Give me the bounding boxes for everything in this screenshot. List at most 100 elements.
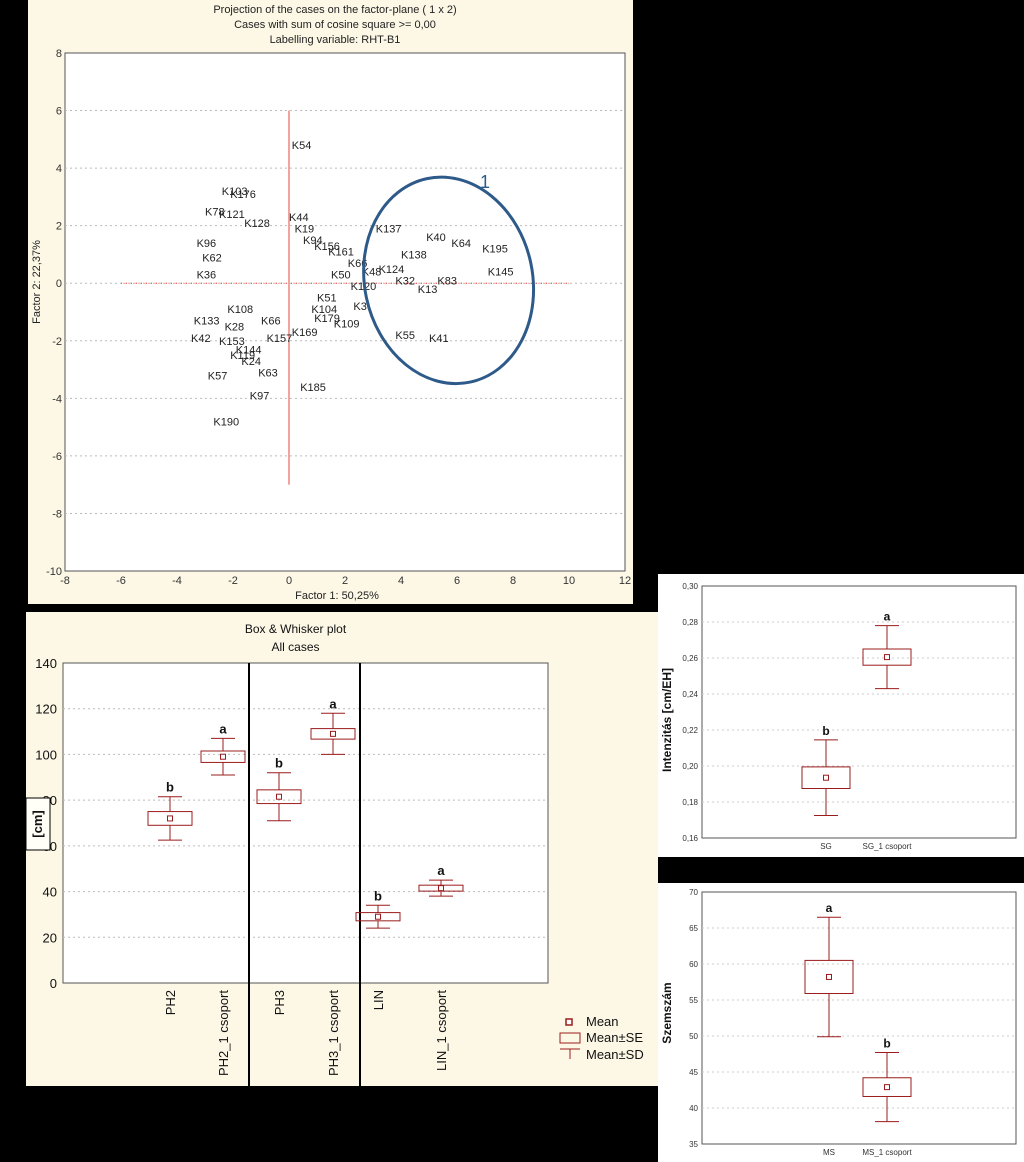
x-tick-label: 4: [398, 575, 404, 587]
x-tick-label: 6: [454, 575, 460, 587]
mean-marker: [884, 654, 890, 661]
point-label: K109: [334, 319, 360, 331]
category-label: LIN_1 csoport: [434, 990, 449, 1071]
se-box: [801, 766, 851, 789]
x-tick-label: -2: [228, 575, 238, 587]
cluster-ellipse: [362, 175, 536, 386]
y-tick-label: 120: [35, 702, 57, 717]
y-tick-label: 0,26: [682, 654, 698, 663]
mean-marker: [167, 815, 173, 822]
cluster-annotation-label: 1: [480, 172, 490, 192]
legend-se-label: Mean±SE: [586, 1030, 643, 1045]
intensity-chart: 0,16 0,18 0,20 0,22 0,24 0,26 0,28 0,30 b a SG SG_1…: [660, 582, 1017, 851]
y-tick-label: 4: [56, 163, 62, 175]
y-tick-label: -4: [52, 393, 62, 405]
point-label: K57: [208, 370, 228, 382]
x-tick-label: -8: [60, 575, 70, 587]
point-label: K156: [314, 241, 340, 253]
x-axis-label: Factor 1: 50,25%: [295, 590, 379, 602]
mean-marker: [884, 1084, 890, 1091]
point-label: K36: [197, 270, 217, 282]
point-label: K24: [241, 356, 261, 368]
point-label: K40: [426, 232, 446, 244]
point-label: K32: [395, 275, 415, 287]
se-box: [310, 728, 356, 740]
plot-area: [64, 52, 626, 572]
legend-mean-label: Mean: [586, 1014, 619, 1029]
significance-letter: b: [822, 724, 829, 738]
x-tick-label: -6: [116, 575, 126, 587]
legend-mean-symbol: [565, 1018, 573, 1026]
chart-title-line: Labelling variable: RHT-B1: [270, 34, 401, 46]
point-label: K121: [219, 209, 245, 221]
y-tick-label: 20: [43, 930, 57, 945]
category-label: MS_1 csoport: [862, 1148, 912, 1157]
se-box: [256, 789, 302, 805]
point-label: K185: [300, 382, 326, 394]
significance-letter: b: [374, 888, 382, 903]
y-axis-label: Intenzitás [cm/EH]: [660, 668, 674, 772]
point-label: K195: [482, 244, 508, 256]
mean-marker: [220, 753, 226, 760]
se-box: [804, 959, 854, 995]
mean-marker: [823, 774, 829, 781]
point-label: K97: [250, 390, 270, 402]
x-tick-label: 10: [563, 575, 575, 587]
point-label: K42: [191, 333, 211, 345]
category-label: SG_1 csoport: [863, 842, 913, 851]
y-axis-label: Szemszám: [660, 982, 674, 1043]
point-label: K51: [317, 293, 337, 305]
point-label: K138: [401, 249, 427, 261]
y-axis-label: [cm]: [30, 810, 45, 837]
significance-letter: a: [219, 721, 227, 736]
plot-area: [62, 662, 549, 984]
se-box: [200, 750, 246, 763]
significance-letter: a: [826, 901, 833, 915]
x-tick-label: 12: [619, 575, 631, 587]
plot-area: [701, 891, 1017, 1145]
y-tick-label: -6: [52, 451, 62, 463]
y-tick-label: 0: [56, 278, 62, 290]
significance-letter: b: [166, 780, 174, 795]
chart-title: Box & Whisker plot: [245, 622, 347, 636]
legend-sd-label: Mean±SD: [586, 1047, 644, 1062]
y-tick-label: 50: [689, 1032, 698, 1041]
se-box: [355, 912, 401, 922]
point-label: K176: [230, 189, 256, 201]
point-label: K144: [236, 344, 262, 356]
mean-marker: [276, 793, 282, 800]
point-label: K153: [219, 336, 245, 348]
category-label: MS: [823, 1148, 835, 1157]
y-tick-label: 0,20: [682, 762, 698, 771]
se-box: [862, 1077, 912, 1097]
chart-title-line: Projection of the cases on the factor-pl…: [213, 4, 456, 16]
point-label: K161: [328, 247, 354, 259]
se-box: [147, 811, 193, 826]
y-axis-label: Factor 2: 22,37%: [31, 240, 43, 324]
y-tick-label: 2: [56, 221, 62, 233]
y-tick-label: 0: [50, 976, 57, 991]
y-tick-label: 0,22: [682, 726, 698, 735]
y-tick-label: 40: [689, 1104, 698, 1113]
mean-marker: [375, 913, 381, 920]
chart-title-line: Cases with sum of cosine square >= 0,00: [234, 19, 436, 31]
point-label: K3: [353, 301, 366, 313]
category-label: SG: [820, 842, 832, 851]
x-tick-label: 2: [342, 575, 348, 587]
point-label: K124: [379, 264, 405, 276]
intensity-panel: 0,16 0,18 0,20 0,22 0,24 0,26 0,28 0,30 b a SG SG_1…: [658, 574, 1024, 857]
y-tick-label: 140: [35, 656, 57, 671]
point-label: K179: [314, 313, 340, 325]
point-label: K119: [230, 350, 255, 362]
y-tick-label: 60: [689, 960, 698, 969]
point-label: K62: [202, 252, 222, 264]
point-label: K19: [295, 224, 315, 236]
y-tick-label: 0,18: [682, 798, 698, 807]
y-tick-label: -8: [52, 508, 62, 520]
mean-marker: [330, 730, 336, 737]
y-tick-label: 8: [56, 48, 62, 60]
point-label: K41: [429, 333, 449, 345]
y-tick-label: 45: [689, 1068, 698, 1077]
point-label: K54: [292, 140, 312, 152]
point-label: K55: [395, 330, 415, 342]
